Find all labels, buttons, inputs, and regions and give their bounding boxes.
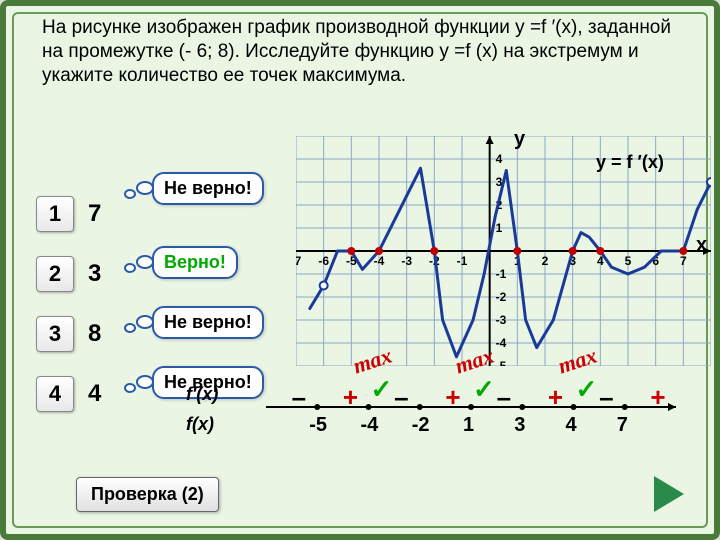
critical-x-2: -2 [412, 414, 430, 437]
critical-x-0: -5 [309, 414, 327, 437]
feedback-bubble-1: Не верно! [152, 172, 264, 205]
sign-7: + [650, 382, 665, 413]
next-arrow-icon[interactable] [654, 476, 684, 512]
svg-text:-1: -1 [457, 254, 468, 268]
sign-0: – [292, 382, 306, 413]
check-button[interactable]: Проверка (2) [76, 477, 219, 512]
critical-x-6: 7 [617, 414, 628, 437]
sign-6: – [599, 382, 613, 413]
feedback-bubble-3: Не верно! [152, 306, 264, 339]
function-label: y = f ′(x) [596, 152, 664, 173]
critical-x-4: 3 [514, 414, 525, 437]
sign-2: – [394, 382, 408, 413]
fprime-label: f′(x) [186, 384, 218, 405]
svg-text:-3: -3 [496, 313, 507, 327]
svg-text:-5: -5 [496, 359, 507, 366]
feedback-bubble-2: Верно! [152, 246, 238, 279]
f-label: f(x) [186, 414, 214, 435]
svg-text:2: 2 [542, 254, 549, 268]
svg-text:5: 5 [625, 254, 632, 268]
question-text: На рисунке изображен график производной … [42, 16, 694, 87]
svg-text:7: 7 [680, 254, 687, 268]
critical-x-5: 4 [566, 414, 577, 437]
answer-value-1: 7 [88, 200, 101, 228]
check-icon-3: ✓ [473, 374, 495, 405]
svg-text:-1: -1 [496, 267, 507, 281]
check-icon-1: ✓ [371, 374, 393, 405]
sign-4: – [497, 382, 511, 413]
answer-option-1[interactable]: 1 [36, 196, 74, 232]
svg-text:-3: -3 [401, 254, 412, 268]
sign-3: + [445, 382, 460, 413]
critical-x-1: -4 [361, 414, 379, 437]
svg-text:1: 1 [496, 221, 503, 235]
y-axis-label: y [514, 128, 525, 151]
svg-text:-6: -6 [318, 254, 329, 268]
svg-text:-2: -2 [496, 290, 507, 304]
sign-5: + [548, 382, 563, 413]
critical-x-3: 1 [463, 414, 474, 437]
svg-text:-4: -4 [496, 336, 507, 350]
answer-value-2: 3 [88, 260, 101, 288]
answer-option-3[interactable]: 3 [36, 316, 74, 352]
svg-text:-7: -7 [296, 254, 302, 268]
answer-value-3: 8 [88, 320, 101, 348]
answer-option-2[interactable]: 2 [36, 256, 74, 292]
slide-frame: На рисунке изображен график производной … [0, 0, 720, 540]
answer-value-4: 4 [88, 380, 101, 408]
derivative-chart: -7-6-5-4-3-2-112345671234-1-2-3-4-5 y x … [296, 136, 711, 366]
sign-1: + [343, 382, 358, 413]
check-icon-5: ✓ [576, 374, 598, 405]
answer-option-4[interactable]: 4 [36, 376, 74, 412]
svg-text:4: 4 [496, 152, 503, 166]
x-axis-label: x [696, 234, 707, 257]
